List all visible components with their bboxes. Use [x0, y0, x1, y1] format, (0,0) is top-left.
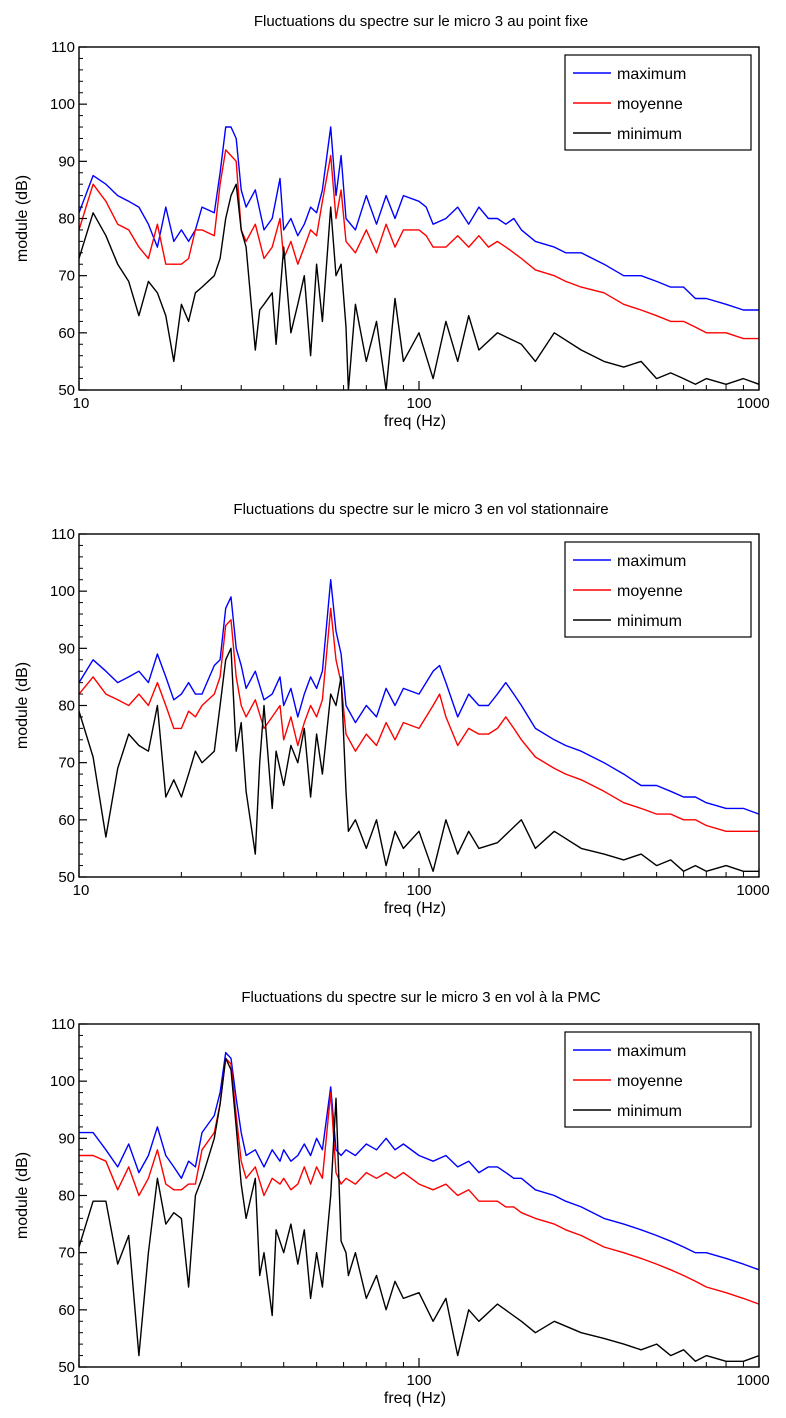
y-tick-label: 80: [58, 211, 75, 228]
chart-panel-1: Fluctuations du spectre sur le micro 3 a…: [14, 13, 770, 430]
series-group: [79, 1051, 759, 1362]
y-tick-label: 100: [50, 96, 75, 113]
series-line-minimum: [79, 647, 759, 872]
y-tick-label: 110: [51, 526, 75, 543]
legend-label-minimum: minimum: [617, 126, 682, 143]
x-tick-label: 100: [406, 1372, 431, 1389]
y-tick-label: 90: [58, 1130, 75, 1147]
chart-title: Fluctuations du spectre sur le micro 3 a…: [254, 13, 588, 30]
x-tick-label: 1000: [736, 1372, 769, 1389]
y-tick-label: 80: [58, 1188, 75, 1205]
y-axis-label: module (dB): [14, 1152, 31, 1239]
x-tick-label: 100: [406, 882, 431, 899]
series-group: [79, 126, 759, 390]
x-tick-label: 1000: [736, 395, 769, 412]
y-tick-label: 90: [58, 153, 75, 170]
y-tick-label: 50: [58, 382, 75, 399]
series-line-maximum: [79, 579, 759, 815]
legend-label-moyenne: moyenne: [617, 583, 683, 600]
x-axis-label: freq (Hz): [384, 413, 446, 430]
y-tick-label: 70: [58, 755, 75, 772]
y-tick-label: 70: [58, 268, 75, 285]
series-line-maximum: [79, 126, 759, 311]
x-axis-label: freq (Hz): [384, 900, 446, 917]
legend-label-minimum: minimum: [617, 1103, 682, 1120]
y-tick-label: 60: [58, 325, 75, 342]
y-tick-label: 100: [50, 1073, 75, 1090]
x-tick-label: 10: [73, 1372, 90, 1389]
series-line-moyenne: [79, 149, 759, 340]
legend-label-maximum: maximum: [617, 66, 686, 83]
x-tick-label: 10: [73, 395, 90, 412]
legend-label-maximum: maximum: [617, 1043, 686, 1060]
x-tick-label: 1000: [736, 882, 769, 899]
series-group: [79, 579, 759, 872]
y-tick-label: 90: [58, 640, 75, 657]
legend: maximum moyenne minimum: [564, 54, 752, 151]
series-line-moyenne: [79, 607, 759, 832]
chart-title: Fluctuations du spectre sur le micro 3 e…: [233, 501, 608, 518]
y-tick-label: 70: [58, 1245, 75, 1262]
y-axis-label: module (dB): [14, 175, 31, 262]
chart-title: Fluctuations du spectre sur le micro 3 e…: [241, 989, 600, 1006]
legend-label-maximum: maximum: [617, 553, 686, 570]
legend-label-minimum: minimum: [617, 613, 682, 630]
y-tick-label: 60: [58, 1302, 75, 1319]
x-tick-label: 100: [406, 395, 431, 412]
chart-panel-3: Fluctuations du spectre sur le micro 3 e…: [14, 989, 770, 1407]
y-tick-label: 50: [58, 869, 75, 886]
legend: maximum moyenne minimum: [564, 541, 752, 638]
legend-label-moyenne: moyenne: [617, 1073, 683, 1090]
y-axis-label: module (dB): [14, 662, 31, 749]
y-tick-label: 110: [51, 39, 75, 56]
series-line-minimum: [79, 183, 759, 390]
legend: maximum moyenne minimum: [564, 1031, 752, 1128]
y-tick-label: 110: [51, 1016, 75, 1033]
y-tick-label: 80: [58, 698, 75, 715]
y-tick-label: 100: [50, 583, 75, 600]
x-axis-label: freq (Hz): [384, 1390, 446, 1407]
x-tick-label: 10: [73, 882, 90, 899]
y-tick-label: 50: [58, 1359, 75, 1376]
legend-label-moyenne: moyenne: [617, 96, 683, 113]
y-tick-label: 60: [58, 812, 75, 829]
series-line-minimum: [79, 1057, 759, 1362]
chart-panel-2: Fluctuations du spectre sur le micro 3 e…: [14, 501, 770, 917]
